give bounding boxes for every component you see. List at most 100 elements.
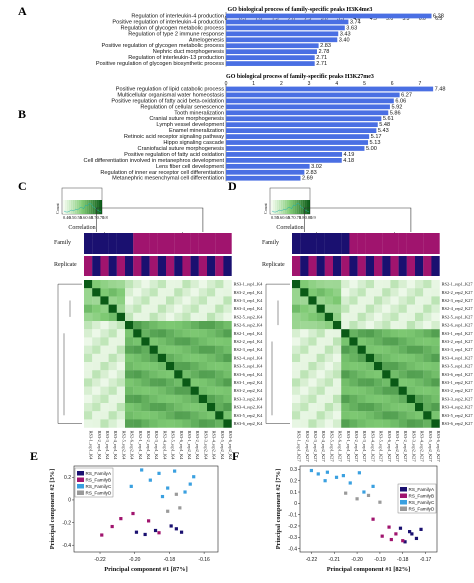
color-key-swatch (278, 200, 281, 214)
data-point (119, 517, 123, 521)
heatmap-cell (108, 329, 117, 338)
heatmap-cell (207, 403, 216, 412)
heatmap-cell (149, 321, 158, 330)
data-point (178, 506, 182, 510)
heatmap-cell (133, 312, 142, 322)
heatmap-cell (357, 419, 366, 428)
heatmap-cell (300, 419, 309, 428)
pca-plot-e: -0.22 -0.20 -0.18 -0.16 0.2 0 -0.2 -0.4 Principa… (49, 465, 219, 573)
data-point (309, 468, 314, 473)
heatmap-cell (406, 280, 416, 289)
heatmap-cell (357, 312, 366, 322)
heatmap-cell (382, 370, 391, 379)
pca-plot-f: -0.22 -0.21 -0.20 -0.19 -0.18 -0.17 0.3 0.2 0.1 0… (275, 465, 438, 573)
y-tick-label: -0.2 (62, 520, 71, 526)
bar (226, 43, 319, 49)
data-point (131, 511, 135, 516)
heatmap-cell (382, 312, 391, 322)
heatmap-cell (316, 378, 325, 387)
heatmap-cell (190, 394, 199, 404)
heatmap-cell (374, 296, 383, 305)
heatmap-cell (415, 386, 424, 395)
heatmap-cell (133, 329, 142, 338)
row-label: RS3-5_rep1_K4 (234, 364, 264, 369)
heatmap-cell (100, 337, 109, 346)
heatmap-cell (223, 345, 232, 354)
heatmap-cell (333, 280, 342, 289)
heatmap-cell (324, 403, 334, 412)
bar (226, 61, 315, 66)
heatmap-cell (341, 312, 350, 322)
heatmap-cell (415, 370, 424, 379)
replicate-track-cell (341, 256, 350, 276)
figure-caption-cropped (0, 574, 474, 583)
heatmap-cell (92, 411, 101, 420)
heatmap-cell (398, 353, 407, 363)
heatmap-cell (182, 362, 191, 371)
bar (226, 122, 378, 128)
heatmap-cell (84, 312, 93, 322)
heatmap-cell (398, 403, 407, 412)
heatmap-cell (157, 312, 167, 322)
heatmap-cell (190, 329, 199, 338)
heatmap-cell (431, 312, 440, 322)
heatmap-cell (398, 288, 407, 297)
heatmap-cell (116, 345, 126, 354)
replicate-track-cell (390, 256, 399, 276)
legend-label: RS_FamilyD (86, 491, 112, 496)
x-tick-label: 6.0 (419, 16, 426, 22)
heatmap-cell (215, 362, 224, 371)
heatmap-cell (333, 411, 342, 420)
key-x-label: Correlation (68, 225, 95, 231)
y-tick-label: -0.2 (288, 524, 297, 530)
heatmap-cell (398, 370, 407, 379)
column-label: RS3-1_rep1_K27 (346, 431, 351, 463)
legend-swatch (77, 477, 84, 482)
heatmap-cell (406, 419, 416, 428)
data-point (140, 468, 144, 472)
panel-letter-a: A (18, 4, 27, 18)
heatmap-cell (141, 321, 150, 330)
heatmap-cell (149, 304, 158, 313)
data-label: 5.43 (378, 128, 389, 134)
column-label: RS3-6_rep1_K27 (387, 431, 392, 463)
legend-label: RS_FamilyB (409, 494, 435, 499)
heatmap-cell (431, 394, 440, 404)
heatmap-cell (341, 362, 350, 371)
heatmap-cell (92, 337, 101, 346)
heatmap-cell (108, 345, 117, 354)
family-track-cell (349, 233, 358, 254)
heatmap-cell (316, 329, 325, 338)
data-point (160, 494, 165, 499)
column-label: RS3-5_rep1_K4 (171, 431, 176, 461)
bar (226, 134, 370, 139)
heatmap-cell (357, 394, 366, 404)
data-point (401, 539, 405, 543)
panel-letter-d: D (228, 179, 237, 193)
row-label: RS2-5_rep2_K4 (234, 314, 264, 319)
heatmap-cell (390, 353, 399, 363)
heatmap-cell (223, 288, 232, 297)
heatmap-cell (182, 296, 191, 305)
heatmap-cell (182, 403, 191, 412)
heatmap-cell (92, 345, 101, 354)
heatmap-cell (198, 353, 208, 363)
heatmap-cell (166, 378, 175, 387)
heatmap-cell (398, 312, 407, 322)
heatmap-cell (341, 353, 350, 363)
heatmap-cell (431, 411, 440, 420)
heatmap-cell (215, 370, 224, 379)
heatmap-cell (398, 362, 407, 371)
heatmap-cell (157, 329, 167, 338)
heatmap-cell (116, 280, 126, 289)
data-label: 2.78 (318, 49, 329, 55)
heatmap-cell (125, 345, 134, 354)
heatmap-cell (108, 370, 117, 379)
heatmap-cell (108, 394, 117, 404)
x-tick-label: 5.5 (403, 16, 410, 22)
heatmap-cell (207, 394, 216, 404)
replicate-track-cell (398, 256, 407, 276)
heatmap-cell (333, 337, 342, 346)
heatmap-cell (223, 337, 232, 346)
heatmap-cell (174, 419, 183, 428)
